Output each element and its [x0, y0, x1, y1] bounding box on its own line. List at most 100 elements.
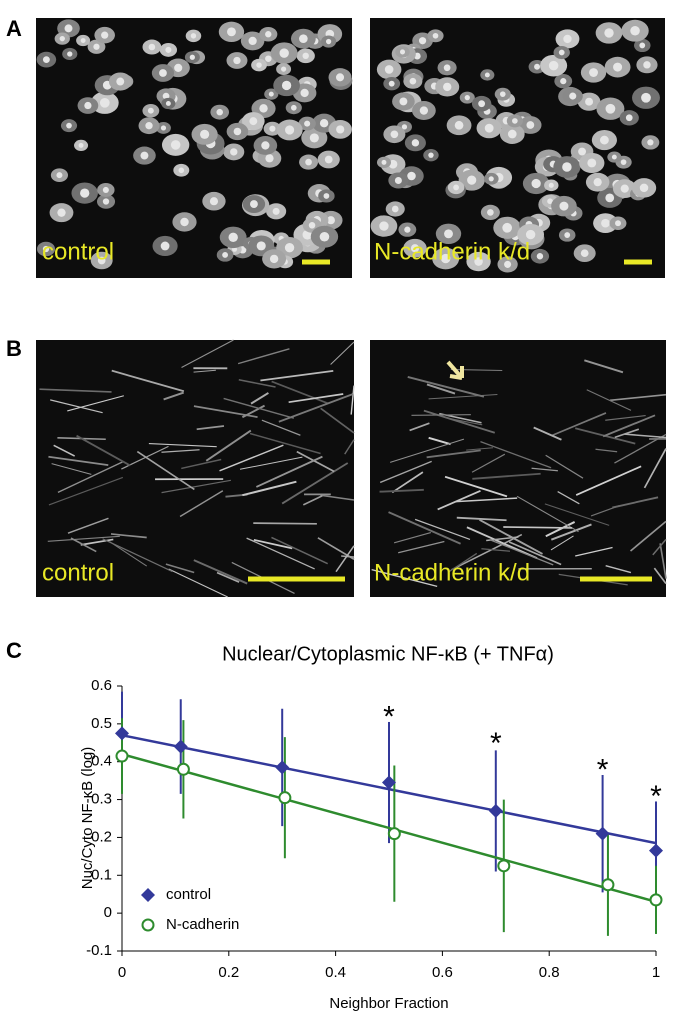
nucleus: [280, 66, 287, 72]
fiber: [428, 393, 498, 400]
nucleus: [67, 51, 73, 57]
significance-mark: *: [597, 754, 609, 787]
nucleus: [589, 68, 598, 77]
nucleus: [93, 43, 100, 50]
nucleus: [42, 245, 50, 253]
nucleus: [180, 217, 189, 227]
nucleus: [227, 27, 236, 37]
nucleus: [639, 42, 646, 49]
nucleus: [116, 77, 125, 86]
nucleus: [216, 108, 223, 116]
nucleus: [548, 60, 559, 71]
fiber: [249, 432, 321, 455]
marker: [278, 791, 292, 805]
fiber: [335, 545, 355, 573]
nucleus: [620, 159, 627, 166]
chart-title: Nuclear/Cytoplasmic NF-κB (+ TNFα): [222, 643, 554, 665]
fiber: [288, 393, 344, 404]
marker: [649, 893, 663, 907]
fiber: [344, 439, 355, 455]
nucleus: [443, 64, 451, 72]
x-tick-label: 1: [652, 964, 660, 981]
nucleus: [325, 38, 332, 45]
y-tick-label: 0.3: [91, 791, 112, 808]
nucleus: [265, 55, 272, 62]
fiber: [508, 541, 562, 566]
marker: [595, 826, 610, 841]
nucleus: [265, 154, 274, 163]
fiber: [393, 531, 432, 544]
fiber: [409, 422, 430, 432]
fiber: [47, 535, 120, 542]
fiber: [165, 563, 195, 574]
nucleus: [145, 122, 153, 130]
fiber: [586, 389, 632, 411]
nucleus: [268, 91, 274, 97]
fiber: [320, 407, 355, 434]
fiber: [261, 419, 301, 436]
marker: [649, 843, 663, 858]
fiber: [659, 543, 667, 579]
fiber: [643, 448, 667, 489]
nucleus: [407, 171, 416, 181]
nucleus: [630, 25, 640, 36]
nucleus: [605, 103, 616, 114]
nucleus: [64, 24, 73, 33]
fiber: [437, 489, 481, 511]
fiber: [67, 395, 124, 412]
nucleus: [419, 106, 429, 115]
fiber: [253, 522, 317, 525]
nucleus: [323, 193, 330, 199]
nucleus: [290, 104, 297, 111]
fiber: [161, 449, 200, 453]
nucleus: [381, 159, 387, 165]
marker: [275, 760, 290, 775]
nucleus: [178, 167, 185, 174]
nucleus: [453, 184, 460, 191]
fiber: [50, 399, 103, 414]
fiber: [584, 359, 624, 374]
image-label: N-cadherin k/d: [374, 238, 530, 265]
fiber: [516, 495, 579, 533]
nucleus: [444, 229, 453, 239]
nucleus: [394, 176, 402, 185]
nucleus: [159, 69, 167, 77]
fiber: [281, 462, 349, 505]
nucleus: [78, 142, 84, 148]
fiber: [605, 414, 646, 421]
nucleus: [42, 56, 50, 64]
y-tick-label: 0.4: [91, 753, 112, 770]
fiber: [111, 369, 185, 393]
fiber: [545, 454, 584, 479]
fiber: [255, 455, 323, 488]
nucleus: [564, 232, 571, 238]
fiber: [629, 520, 667, 552]
arrow: [446, 360, 464, 380]
fiber: [653, 567, 667, 585]
nucleus: [165, 101, 171, 106]
nucleus: [484, 72, 490, 78]
x-tick-label: 0.2: [218, 964, 239, 981]
nucleus: [160, 241, 170, 251]
fiber: [652, 538, 667, 556]
fiber: [296, 450, 335, 473]
fiber: [398, 540, 445, 554]
fiber: [271, 380, 329, 405]
fiber: [341, 555, 355, 558]
nucleus: [526, 121, 535, 129]
fiber: [320, 494, 355, 501]
nucleus: [391, 205, 399, 213]
y-tick-label: 0.6: [91, 677, 112, 694]
nucleus: [170, 140, 181, 150]
nucleus: [432, 32, 439, 39]
nucleus: [336, 125, 345, 134]
nucleus: [440, 253, 451, 264]
micrographs: [36, 18, 667, 598]
nucleus: [512, 118, 518, 124]
nucleus: [248, 36, 257, 46]
fiber: [575, 465, 642, 496]
significance-mark: *: [383, 701, 395, 734]
fiber: [414, 518, 471, 541]
nucleus: [265, 31, 272, 38]
